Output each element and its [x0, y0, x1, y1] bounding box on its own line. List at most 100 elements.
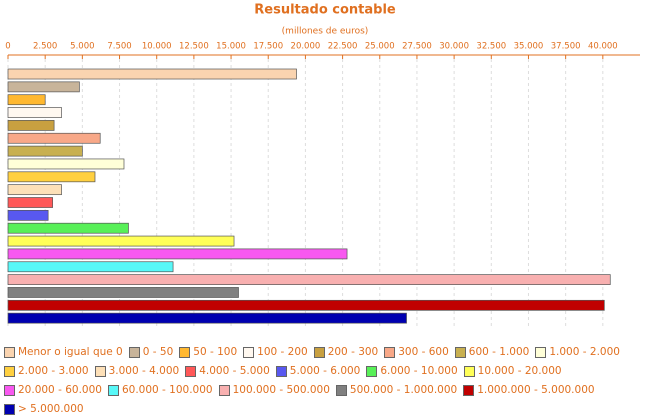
bar [7, 68, 297, 80]
chart-title: Resultado contable [254, 3, 396, 18]
legend-item: 10.000 - 20.000 [463, 362, 562, 381]
legend-item: > 5.000.000 [4, 400, 84, 419]
page: Resultado contable (millones de euros) 0… [4, 2, 640, 415]
bar [7, 235, 235, 247]
legend-swatch [128, 347, 140, 358]
x-tick-label: 2.500 [33, 42, 57, 52]
chart: Resultado contable (millones de euros) 0… [5, 3, 640, 326]
bar [7, 248, 348, 260]
x-tick-label: 7.500 [107, 42, 131, 52]
legend-swatch [94, 366, 106, 377]
x-tick-label: 37.500 [551, 42, 581, 52]
legend-item: 5.000 - 6.000 [275, 362, 361, 381]
bar [7, 132, 101, 144]
legend-label: 4.000 - 5.000 [199, 365, 270, 377]
legend-label: 3.000 - 4.000 [108, 365, 180, 377]
legend-swatch [243, 347, 255, 358]
legend-item: Menor o igual que 0 [4, 343, 123, 362]
legend-swatch [335, 385, 347, 396]
legend-label: 100 - 200 [257, 346, 308, 358]
legend-swatch [463, 385, 475, 396]
legend-label: 20.000 - 60.000 [18, 384, 102, 396]
bar [7, 145, 83, 157]
legend-swatch [535, 347, 547, 358]
legend-item: 50 - 100 [179, 343, 237, 362]
bar [7, 312, 407, 324]
x-tick-label: 12.500 [179, 42, 209, 52]
legend-swatch [4, 347, 15, 358]
x-tick-label: 22.500 [328, 42, 358, 52]
legend-item: 0 - 50 [128, 343, 174, 362]
legend-label: > 5.000.000 [18, 403, 84, 415]
legend-swatch [384, 347, 396, 358]
legend-label: 1.000 - 2.000 [549, 346, 620, 358]
legend-item: 1.000.000 - 5.000.000 [463, 381, 595, 400]
legend-item: 500.000 - 1.000.000 [335, 381, 458, 400]
x-tick-label: 32.500 [476, 42, 506, 52]
legend-label: 500.000 - 1.000.000 [349, 384, 458, 396]
legend-label: 5.000 - 6.000 [289, 365, 361, 377]
bar [7, 261, 174, 273]
legend-item: 4.000 - 5.000 [185, 362, 270, 381]
bar [7, 107, 62, 118]
legend-swatch [4, 366, 15, 377]
x-tick-label: 20.000 [291, 42, 321, 52]
legend-item: 100 - 200 [243, 343, 308, 362]
legend-label: 0 - 50 [142, 346, 174, 358]
bar [7, 197, 53, 208]
x-tick-label: 35.000 [514, 42, 544, 52]
legend-item: 100.000 - 500.000 [218, 381, 330, 400]
legend-item: 300 - 600 [384, 343, 449, 362]
legend-item: 200 - 300 [313, 343, 379, 362]
legend-swatch [366, 366, 378, 377]
legend-label: 600 - 1.000 [468, 346, 530, 358]
x-tick-label: 0 [5, 42, 10, 52]
x-tick-label: 25.000 [365, 42, 395, 52]
legend-item: 2.000 - 3.000 [4, 362, 89, 381]
legend-label: 100.000 - 500.000 [232, 384, 330, 396]
bar [7, 120, 55, 131]
legend-item: 20.000 - 60.000 [4, 381, 102, 400]
bar [7, 158, 125, 170]
x-tick-label: 10.000 [142, 42, 172, 52]
legend-item: 600 - 1.000 [454, 343, 530, 362]
x-tick-label: 27.500 [402, 42, 432, 52]
bar [7, 81, 80, 93]
legend-swatch [275, 366, 287, 377]
x-tick-label: 5.000 [70, 42, 94, 52]
legend-swatch [179, 347, 191, 358]
legend-label: 1.000.000 - 5.000.000 [477, 384, 595, 396]
bar [7, 210, 49, 221]
legend-swatch [463, 366, 475, 377]
legend-swatch [107, 385, 119, 396]
legend-label: 200 - 300 [327, 346, 379, 358]
legend-label: 6.000 - 10.000 [380, 365, 458, 377]
legend-swatch [4, 404, 15, 415]
bar [7, 287, 239, 298]
legend-label: Menor o igual que 0 [18, 346, 123, 358]
legend-swatch [313, 347, 325, 358]
legend-swatch [454, 347, 466, 358]
chart-subtitle: (millones de euros) [282, 27, 369, 37]
x-tick-label: 15.000 [216, 42, 246, 52]
bar [7, 274, 611, 285]
x-tick-label: 17.500 [253, 42, 283, 52]
legend-item: 6.000 - 10.000 [366, 362, 458, 381]
bar [7, 299, 605, 311]
legend-label: 10.000 - 20.000 [477, 365, 562, 377]
legend-swatch [4, 385, 15, 396]
legend-label: 2.000 - 3.000 [18, 365, 89, 377]
bar [7, 94, 46, 106]
bar [7, 222, 129, 234]
bar [7, 171, 96, 183]
x-tick-label: 40.000 [588, 42, 618, 52]
legend-label: 60.000 - 100.000 [121, 384, 213, 396]
bar [7, 184, 62, 196]
legend-item: 3.000 - 4.000 [94, 362, 180, 381]
legend-label: 50 - 100 [193, 346, 238, 358]
legend-swatch [185, 366, 197, 377]
x-tick-label: 30.000 [439, 42, 469, 52]
legend-swatch [218, 385, 230, 396]
legend: Menor o igual que 0 0 - 50 50 - 100 100 - 2… [4, 343, 648, 419]
legend-item: 1.000 - 2.000 [535, 343, 620, 362]
